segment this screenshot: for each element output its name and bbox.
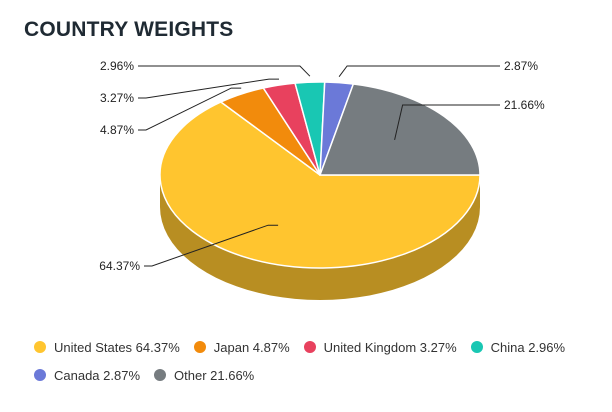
legend-row: United States 64.37% Japan 4.87% United … <box>34 333 594 361</box>
legend-label: Canada 2.87% <box>54 367 141 383</box>
legend-swatch <box>303 341 316 353</box>
leader-line-united-kingdom <box>138 78 279 99</box>
legend-label: United States 64.37% <box>54 339 180 355</box>
leader-line-japan <box>138 87 242 131</box>
chart-title: COUNTRY WEIGHTS <box>24 18 234 41</box>
legend-swatch <box>34 341 46 353</box>
legend-item-japan[interactable]: Japan 4.87% <box>193 339 290 355</box>
legend-item-china[interactable]: China 2.96% <box>470 339 566 355</box>
legend-label: Japan 4.87% <box>213 339 290 355</box>
legend-swatch <box>154 369 167 381</box>
pie-slice-united-states <box>159 101 481 269</box>
leader-line-china <box>138 65 311 77</box>
data-label-china: 2.96% <box>100 59 134 73</box>
leader-line-united-states <box>144 224 279 267</box>
legend-label: Other 21.66% <box>174 367 255 383</box>
legend-item-united-states[interactable]: United States 64.37% <box>34 340 180 355</box>
data-label-united-states: 64.37% <box>99 259 140 273</box>
legend-item-canada[interactable]: Canada 2.87% <box>34 368 140 383</box>
legend-swatch <box>193 341 206 353</box>
data-label-canada: 2.87% <box>504 59 538 73</box>
data-label-united-kingdom: 3.27% <box>100 91 134 105</box>
pie-side-united-states <box>160 175 480 300</box>
legend-swatch <box>34 369 46 381</box>
legend-item-other[interactable]: Other 21.66% <box>154 368 254 383</box>
leader-line-canada <box>338 65 500 77</box>
legend-label: United Kingdom 3.27% <box>323 339 457 355</box>
pie-chart: 64.37% 4.87% 3.27% 2.96% 2.87% 21.66% <box>99 59 545 300</box>
legend-swatch <box>470 341 483 353</box>
legend-label: China 2.96% <box>490 339 566 355</box>
data-label-other: 21.66% <box>504 98 545 112</box>
legend: United States 64.37% Japan 4.87% United … <box>34 333 594 389</box>
data-label-japan: 4.87% <box>100 123 134 137</box>
legend-row: Canada 2.87% Other 21.66% <box>34 361 594 389</box>
legend-item-united-kingdom[interactable]: United Kingdom 3.27% <box>303 339 457 355</box>
pie-slice-other <box>318 83 481 176</box>
leader-line-other <box>394 104 500 141</box>
